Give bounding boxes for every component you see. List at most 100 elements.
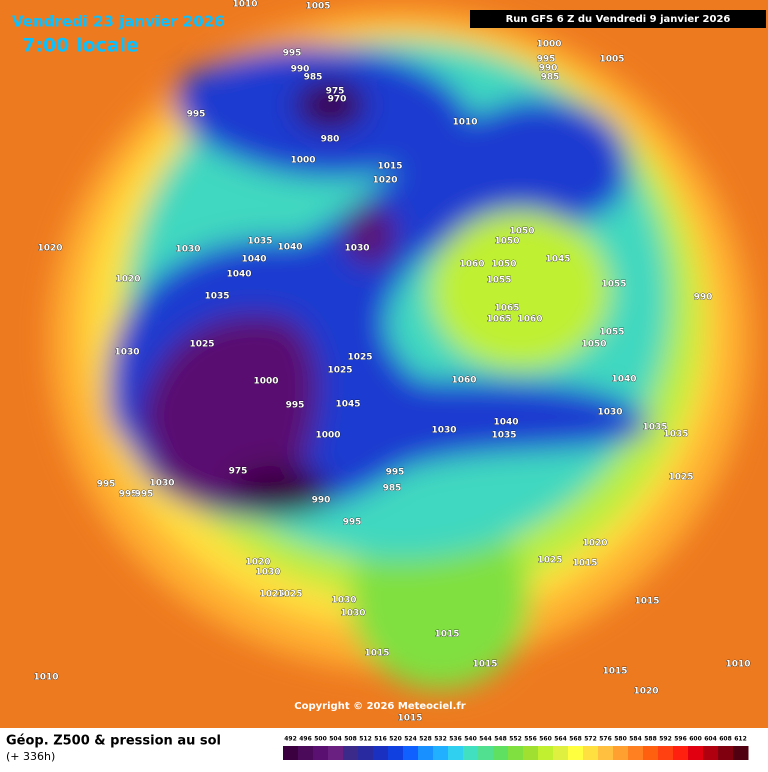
colorbar-swatch bbox=[628, 746, 644, 760]
colorbar-tick-label: 500 bbox=[314, 736, 327, 743]
isobar-label: 1020 bbox=[37, 244, 62, 254]
colorbar-tick-label: 568 bbox=[569, 736, 582, 743]
isobar-label: 1025 bbox=[347, 353, 372, 363]
colorbar-tick-label: 596 bbox=[674, 736, 687, 743]
run-banner bbox=[470, 10, 766, 28]
isobar-label: 1015 bbox=[572, 559, 597, 569]
isobar-label: 1040 bbox=[241, 255, 266, 265]
colorbar-tick-label: 512 bbox=[359, 736, 372, 743]
colorbar-swatch bbox=[373, 746, 389, 760]
colorbar-swatch bbox=[523, 746, 539, 760]
isobar-label: 995 bbox=[135, 490, 154, 500]
isobar-label: 1030 bbox=[340, 609, 365, 619]
colorbar-tick-label: 504 bbox=[329, 736, 342, 743]
colorbar-swatch bbox=[448, 746, 464, 760]
isobar-label: 1015 bbox=[634, 597, 659, 607]
date-label: Vendredi 23 janvier 2026 bbox=[12, 13, 225, 31]
isobar-label: 1050 bbox=[491, 260, 516, 270]
colorbar-swatch bbox=[673, 746, 689, 760]
colorbar-tick-label: 528 bbox=[419, 736, 432, 743]
colorbar-tick-label: 592 bbox=[659, 736, 672, 743]
colorbar-swatch bbox=[358, 746, 374, 760]
colorbar-tick-label: 532 bbox=[434, 736, 447, 743]
isobar-label: 990 bbox=[539, 64, 558, 74]
isobar-label: 1035 bbox=[642, 423, 667, 433]
colorbar-swatch bbox=[568, 746, 584, 760]
isobar-label: 970 bbox=[328, 95, 347, 105]
colorbar-swatch bbox=[703, 746, 719, 760]
isobar-label: 1040 bbox=[277, 243, 302, 253]
isobar-label: 1055 bbox=[599, 328, 624, 338]
isobar-label: 1050 bbox=[509, 227, 534, 237]
isobar-label: 1030 bbox=[114, 348, 139, 358]
isobar-label: 975 bbox=[229, 467, 248, 477]
isobar-label: 1015 bbox=[602, 667, 627, 677]
colorbar-swatch bbox=[343, 746, 359, 760]
isobar-label: 1025 bbox=[189, 340, 214, 350]
colorbar-swatch bbox=[388, 746, 404, 760]
colorbar-tick-label: 604 bbox=[704, 736, 717, 743]
isobar-label: 1020 bbox=[582, 539, 607, 549]
isobar-label: 990 bbox=[312, 496, 331, 506]
colorbar-tick-label: 600 bbox=[689, 736, 702, 743]
colorbar-tick-label: 540 bbox=[464, 736, 477, 743]
colorbar-tick-label: 612 bbox=[734, 736, 747, 743]
colorbar-tick-label: 496 bbox=[299, 736, 312, 743]
isobar-label: 1015 bbox=[434, 630, 459, 640]
isobar-label: 1000 bbox=[290, 156, 315, 166]
isobar-label: 995 bbox=[187, 110, 206, 120]
colorbar-tick-label: 560 bbox=[539, 736, 552, 743]
colorbar-tick-label: 520 bbox=[389, 736, 402, 743]
colorbar-tick-label: 552 bbox=[509, 736, 522, 743]
time-label: 7:00 locale bbox=[22, 35, 139, 57]
isobar-label: 985 bbox=[541, 73, 560, 83]
colorbar-swatch bbox=[493, 746, 509, 760]
colorbar-swatch bbox=[403, 746, 419, 760]
isobar-label: 1020 bbox=[115, 275, 140, 285]
colorbar-swatch bbox=[328, 746, 344, 760]
isobar-label: 985 bbox=[383, 484, 402, 494]
isobar-label: 1025 bbox=[259, 590, 284, 600]
colorbar-swatch bbox=[298, 746, 314, 760]
colorbar-tick-label: 580 bbox=[614, 736, 627, 743]
colorbar-tick-label: 516 bbox=[374, 736, 387, 743]
isobar-label: 1040 bbox=[226, 270, 251, 280]
isobar-label: 1010 bbox=[232, 0, 257, 10]
colorbar-tick-label: 576 bbox=[599, 736, 612, 743]
isobar-label: 985 bbox=[304, 73, 323, 83]
isobar-label: 1030 bbox=[597, 408, 622, 418]
colorbar-swatch bbox=[718, 746, 734, 760]
colorbar-tick-label: 548 bbox=[494, 736, 507, 743]
colorbar-swatch bbox=[538, 746, 554, 760]
isobar-labels: 1010 100599599098597597099598010001015102… bbox=[33, 0, 751, 724]
isobar-label: 1035 bbox=[247, 237, 272, 247]
colorbar-swatch bbox=[418, 746, 434, 760]
colorbar-tick-label: 572 bbox=[584, 736, 597, 743]
run-label: Run GFS 6 Z du Vendredi 9 janvier 2026 bbox=[506, 14, 731, 25]
colorbar-swatch bbox=[733, 746, 749, 760]
isobar-label: 1060 bbox=[451, 376, 476, 386]
isobar-label: 1015 bbox=[377, 162, 402, 172]
isobar-label: 995 bbox=[283, 49, 302, 59]
isobar-label: 1045 bbox=[545, 255, 570, 265]
isobar-label: 1025 bbox=[668, 473, 693, 483]
isobar-label: 1020 bbox=[633, 687, 658, 697]
colorbar-swatch bbox=[688, 746, 704, 760]
isobar-label: 1035 bbox=[491, 431, 516, 441]
colorbar-swatch bbox=[613, 746, 629, 760]
isobar-label: 1025 bbox=[537, 556, 562, 566]
isobar-label: 1065 bbox=[486, 315, 511, 325]
isobar-label: 1060 bbox=[517, 315, 542, 325]
copyright: Copyright © 2026 Meteociel.fr bbox=[294, 701, 465, 712]
isobar-label: 1050 bbox=[581, 340, 606, 350]
colorbar-swatch bbox=[463, 746, 479, 760]
colorbar-swatch bbox=[583, 746, 599, 760]
isobar-label: 1055 bbox=[601, 280, 626, 290]
isobar-label: 1005 bbox=[305, 2, 330, 12]
footer-lead: (+ 336h) bbox=[6, 750, 55, 763]
colorbar-tick-label: 608 bbox=[719, 736, 732, 743]
colorbar-tick-label: 492 bbox=[284, 736, 297, 743]
colorbar-tick-label: 584 bbox=[629, 736, 642, 743]
